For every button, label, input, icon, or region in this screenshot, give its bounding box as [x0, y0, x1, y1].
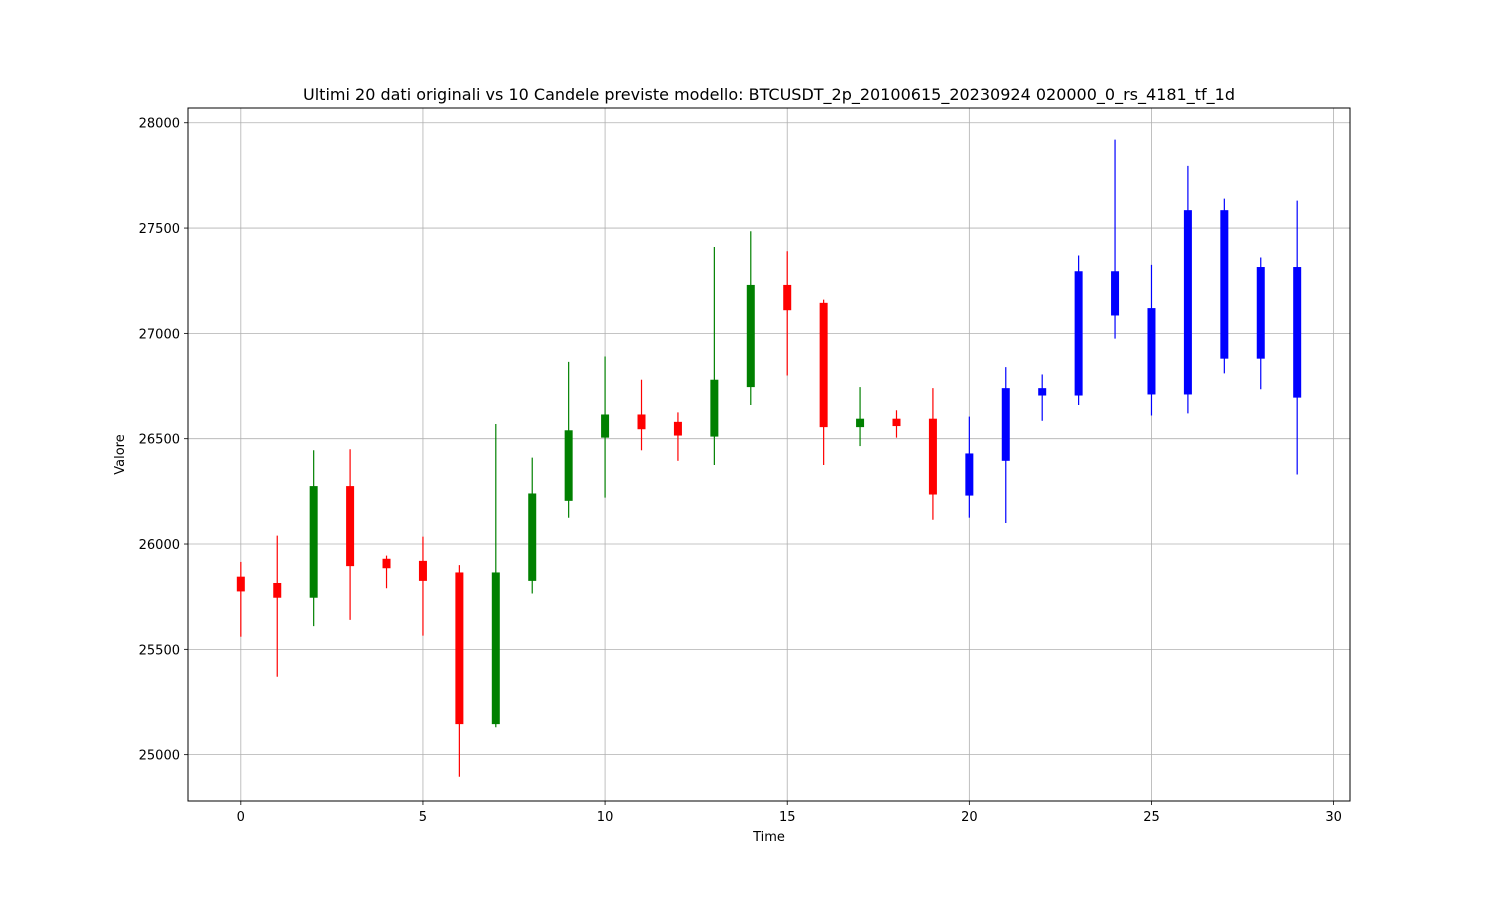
- candle-body: [273, 582, 282, 598]
- candle-body: [1220, 210, 1229, 359]
- candles: [236, 139, 1302, 777]
- candle-body: [819, 302, 828, 428]
- candle-body: [601, 414, 610, 438]
- x-axis-label: Time: [752, 830, 785, 845]
- y-tick-label: 26000: [139, 538, 180, 553]
- candle-body: [528, 493, 537, 581]
- candle-body: [965, 453, 974, 496]
- candle-body: [1147, 308, 1156, 395]
- candle-body: [928, 418, 937, 495]
- candle-body: [382, 558, 391, 569]
- candle-body: [491, 572, 500, 725]
- y-tick-label: 26500: [139, 433, 180, 448]
- candle-body: [892, 418, 901, 427]
- candle-body: [637, 414, 646, 430]
- candle-body: [309, 486, 318, 598]
- candle-body: [1001, 388, 1010, 461]
- x-tick-label: 0: [237, 810, 245, 825]
- axis-ticks: 0 5 10 15 20 25 30 25000 25500 26000 26500 27000 275…: [139, 117, 1342, 825]
- candle-body: [1111, 271, 1120, 316]
- candle-body: [783, 284, 792, 311]
- y-tick-label: 25500: [139, 643, 180, 658]
- candle-body: [1038, 388, 1047, 396]
- x-tick-label: 15: [779, 810, 796, 825]
- candle-body: [564, 430, 573, 501]
- candle-body: [455, 572, 464, 725]
- candle-body: [236, 576, 245, 592]
- candle-body: [1256, 267, 1265, 359]
- y-tick-label: 27500: [139, 222, 180, 237]
- candle-body: [1074, 271, 1083, 396]
- plot-frame: [187, 107, 1351, 802]
- candle-body: [856, 418, 865, 428]
- y-tick-label: 25000: [139, 749, 180, 764]
- y-tick-label: 27000: [139, 327, 180, 342]
- y-axis-label: Valore: [113, 434, 128, 474]
- candle-body: [1183, 210, 1192, 395]
- grid-lines: [188, 108, 1350, 801]
- x-tick-label: 10: [597, 810, 614, 825]
- y-tick-label: 28000: [139, 117, 180, 132]
- candle-body: [346, 486, 355, 567]
- x-tick-label: 5: [419, 810, 427, 825]
- x-tick-label: 30: [1325, 810, 1342, 825]
- candle-body: [1293, 267, 1302, 398]
- x-tick-label: 25: [1143, 810, 1160, 825]
- candle-body: [673, 421, 682, 436]
- candle-body: [418, 560, 427, 581]
- candle-body: [710, 379, 719, 437]
- candle-body: [746, 284, 755, 388]
- chart-title: Ultimi 20 dati originali vs 10 Candele p…: [303, 85, 1235, 105]
- x-tick-label: 20: [961, 810, 978, 825]
